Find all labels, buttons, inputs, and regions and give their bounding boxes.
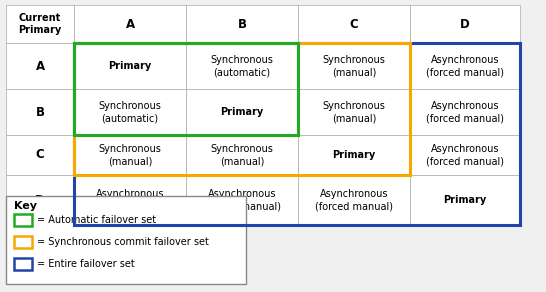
- Bar: [14, 258, 32, 270]
- Text: Asynchronous
(forced manual): Asynchronous (forced manual): [426, 101, 504, 123]
- Bar: [186, 175, 298, 225]
- Bar: [74, 43, 410, 175]
- Text: Asynchronous
(forced manual): Asynchronous (forced manual): [315, 189, 393, 211]
- Bar: [410, 5, 520, 43]
- Text: Synchronous
(manual): Synchronous (manual): [323, 101, 385, 123]
- Bar: [298, 175, 410, 225]
- Text: Asynchronous
(forced manual): Asynchronous (forced manual): [91, 189, 169, 211]
- Text: Key: Key: [14, 201, 37, 211]
- Bar: [298, 5, 410, 43]
- Bar: [74, 175, 186, 225]
- Bar: [74, 5, 186, 43]
- Text: Primary: Primary: [108, 61, 152, 71]
- Bar: [410, 43, 520, 89]
- Text: D: D: [35, 194, 45, 206]
- Bar: [6, 175, 74, 225]
- Bar: [74, 89, 186, 135]
- Text: B: B: [238, 18, 246, 30]
- Bar: [6, 5, 74, 43]
- Text: Primary: Primary: [221, 107, 264, 117]
- Text: = Synchronous commit failover set: = Synchronous commit failover set: [37, 237, 209, 247]
- Bar: [186, 43, 298, 89]
- Bar: [14, 214, 32, 226]
- Bar: [14, 236, 32, 248]
- Bar: [6, 196, 246, 284]
- Bar: [6, 89, 74, 135]
- Bar: [186, 5, 298, 43]
- Bar: [6, 43, 74, 89]
- Text: Current
Primary: Current Primary: [19, 13, 62, 35]
- Text: Asynchronous
(forced manual): Asynchronous (forced manual): [203, 189, 281, 211]
- Bar: [298, 43, 410, 89]
- Bar: [186, 89, 298, 135]
- Text: A: A: [35, 60, 45, 72]
- Text: B: B: [35, 105, 45, 119]
- Text: Asynchronous
(forced manual): Asynchronous (forced manual): [426, 55, 504, 77]
- Text: Primary: Primary: [333, 150, 376, 160]
- Text: Synchronous
(manual): Synchronous (manual): [99, 144, 162, 166]
- Text: D: D: [460, 18, 470, 30]
- Bar: [74, 43, 298, 135]
- Bar: [298, 135, 410, 175]
- Text: A: A: [126, 18, 134, 30]
- Bar: [74, 135, 186, 175]
- Bar: [410, 135, 520, 175]
- Text: Primary: Primary: [443, 195, 486, 205]
- Bar: [410, 89, 520, 135]
- Bar: [6, 135, 74, 175]
- Text: Synchronous
(manual): Synchronous (manual): [323, 55, 385, 77]
- Bar: [298, 89, 410, 135]
- Bar: [410, 175, 520, 225]
- Bar: [186, 135, 298, 175]
- Text: Synchronous
(manual): Synchronous (manual): [211, 144, 274, 166]
- Text: = Automatic failover set: = Automatic failover set: [37, 215, 156, 225]
- Bar: [74, 43, 186, 89]
- Text: Synchronous
(automatic): Synchronous (automatic): [99, 101, 162, 123]
- Text: Synchronous
(automatic): Synchronous (automatic): [211, 55, 274, 77]
- Text: C: C: [349, 18, 358, 30]
- Text: = Entire failover set: = Entire failover set: [37, 259, 135, 269]
- Text: Asynchronous
(forced manual): Asynchronous (forced manual): [426, 144, 504, 166]
- Bar: [74, 43, 520, 225]
- Text: C: C: [35, 149, 44, 161]
